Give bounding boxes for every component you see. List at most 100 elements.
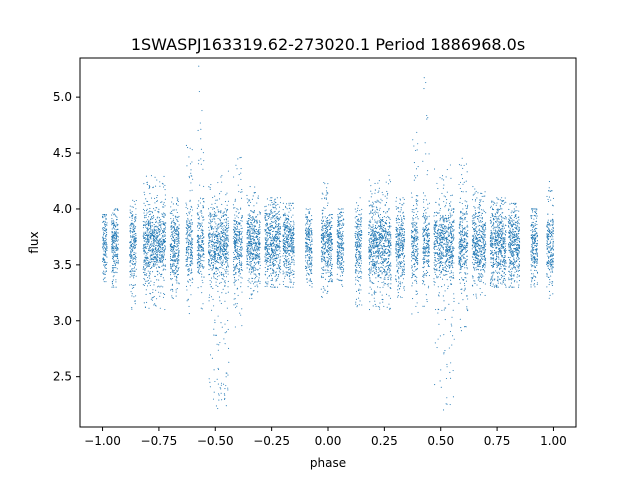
data-point — [416, 261, 418, 264]
data-point — [368, 213, 370, 215]
data-point — [328, 221, 330, 224]
data-point — [158, 230, 160, 232]
data-point — [340, 250, 342, 252]
data-point — [102, 214, 104, 216]
data-point — [102, 229, 104, 231]
data-point — [373, 282, 375, 284]
data-point — [370, 242, 372, 244]
data-point — [379, 252, 382, 254]
data-point — [177, 228, 179, 230]
data-point — [186, 220, 188, 222]
data-point — [171, 227, 174, 229]
data-point — [197, 222, 199, 224]
data-point — [448, 266, 450, 268]
data-point — [132, 245, 134, 247]
data-point — [226, 214, 228, 216]
data-point — [115, 229, 117, 231]
data-point — [112, 250, 114, 252]
data-point — [399, 267, 401, 269]
data-point — [111, 251, 113, 253]
data-point — [151, 225, 154, 227]
data-point — [131, 269, 133, 271]
data-point — [341, 240, 344, 242]
data-point — [187, 231, 189, 233]
data-point — [152, 244, 154, 246]
data-point — [216, 199, 218, 201]
data-point — [163, 216, 165, 218]
data-point — [158, 272, 160, 274]
data-point — [337, 223, 339, 226]
data-point — [209, 222, 211, 225]
data-point — [379, 223, 382, 225]
data-point — [448, 219, 450, 221]
data-point — [146, 245, 148, 247]
data-point — [440, 262, 443, 264]
data-point — [157, 211, 159, 213]
data-point — [114, 224, 116, 227]
data-point — [376, 227, 378, 230]
data-point — [143, 253, 145, 255]
data-point — [386, 232, 388, 234]
data-point — [414, 251, 416, 253]
data-point — [130, 257, 132, 259]
data-point — [374, 267, 376, 269]
data-point — [358, 304, 360, 306]
data-point — [378, 241, 380, 243]
data-point — [114, 214, 116, 216]
data-point — [226, 244, 228, 246]
data-point — [129, 261, 131, 263]
data-point — [149, 259, 151, 261]
data-point — [163, 250, 166, 252]
data-point — [336, 273, 338, 275]
data-point — [104, 248, 107, 250]
data-point — [216, 378, 218, 380]
data-point — [400, 262, 402, 265]
data-point — [381, 237, 383, 240]
data-point — [389, 222, 391, 224]
data-point — [379, 237, 381, 239]
data-point — [395, 280, 397, 282]
data-point — [177, 268, 179, 270]
data-point — [446, 230, 448, 232]
data-point — [103, 244, 105, 246]
data-point — [453, 219, 455, 221]
data-point — [449, 261, 451, 264]
data-point — [428, 275, 430, 277]
data-point — [442, 218, 444, 220]
data-point — [378, 209, 380, 211]
data-point — [144, 237, 146, 239]
data-point — [373, 266, 375, 268]
data-point — [135, 252, 137, 254]
data-point — [403, 266, 405, 268]
data-point — [379, 287, 381, 289]
data-point — [130, 235, 132, 237]
data-point — [189, 244, 191, 246]
data-point — [176, 246, 178, 248]
data-point — [381, 257, 383, 259]
data-point — [382, 218, 384, 221]
data-point — [342, 270, 345, 272]
data-point — [171, 234, 173, 236]
data-point — [226, 209, 228, 211]
data-point — [210, 277, 213, 279]
data-point — [374, 273, 376, 275]
data-point — [417, 247, 419, 249]
data-point — [133, 251, 135, 253]
data-point — [132, 247, 134, 249]
data-point — [102, 248, 104, 250]
data-point — [327, 260, 329, 262]
data-point — [116, 235, 118, 237]
data-point — [331, 265, 333, 267]
data-point — [130, 284, 132, 286]
data-point — [135, 259, 137, 261]
data-point — [360, 240, 362, 242]
data-point — [412, 254, 414, 257]
data-point — [197, 129, 199, 131]
data-point — [354, 226, 356, 228]
data-point — [214, 380, 216, 383]
data-point — [113, 240, 115, 243]
data-point — [220, 261, 222, 263]
data-point — [214, 319, 216, 321]
data-point — [403, 236, 405, 239]
data-point — [216, 247, 218, 249]
